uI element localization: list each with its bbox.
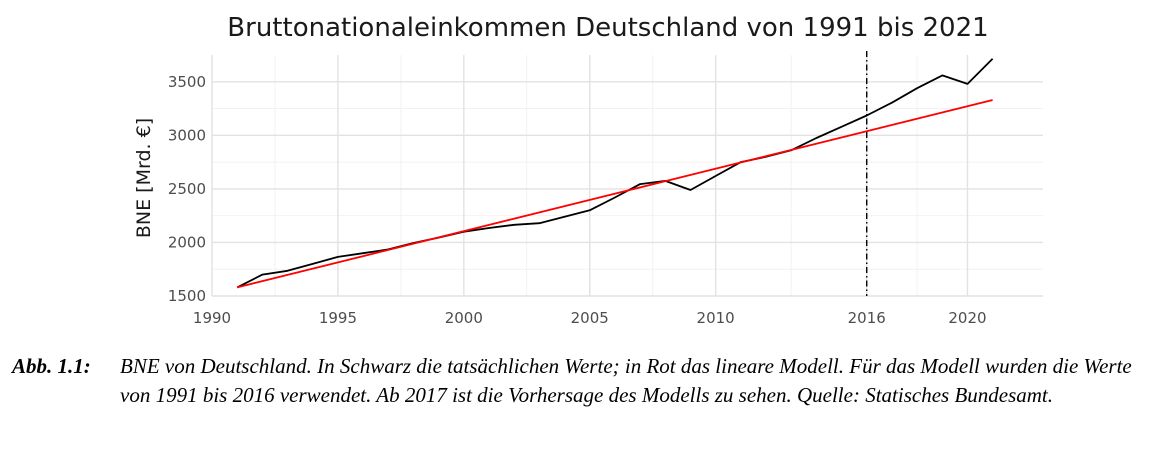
y-tick-label: 3500 — [168, 73, 206, 91]
plot-area — [236, 51, 994, 296]
caption-label: Abb. 1.1: — [12, 354, 91, 378]
x-tick-label: 2020 — [948, 309, 986, 327]
x-tick-label: 1990 — [193, 309, 231, 327]
figure-caption: Abb. 1.1: BNE von Deutschland. In Schwar… — [12, 352, 1162, 407]
y-tick-label: 2500 — [168, 180, 206, 198]
series-line-2 — [236, 99, 993, 289]
caption-text: BNE von Deutschland. In Schwarz die tats… — [120, 354, 1132, 407]
x-tick-label: 1995 — [319, 309, 357, 327]
x-tick-label: 2016 — [848, 309, 886, 327]
series-line-1 — [236, 58, 994, 289]
line-chart: Bruttonationaleinkommen Deutschland von … — [133, 13, 1043, 327]
chart-title: Bruttonationaleinkommen Deutschland von … — [227, 13, 988, 43]
y-axis-label: BNE [Mrd. €] — [133, 118, 155, 238]
axis-ticks: 1500 2000 2500 3000 3500 1990 1995 2000 2005 2010… — [168, 73, 987, 327]
y-tick-label: 3000 — [168, 126, 206, 144]
x-tick-label: 2000 — [445, 309, 483, 327]
y-tick-label: 2000 — [168, 233, 206, 251]
grid — [211, 55, 1043, 297]
x-tick-label: 2010 — [697, 309, 735, 327]
x-tick-label: 2005 — [571, 309, 609, 327]
y-tick-label: 1500 — [168, 287, 206, 305]
